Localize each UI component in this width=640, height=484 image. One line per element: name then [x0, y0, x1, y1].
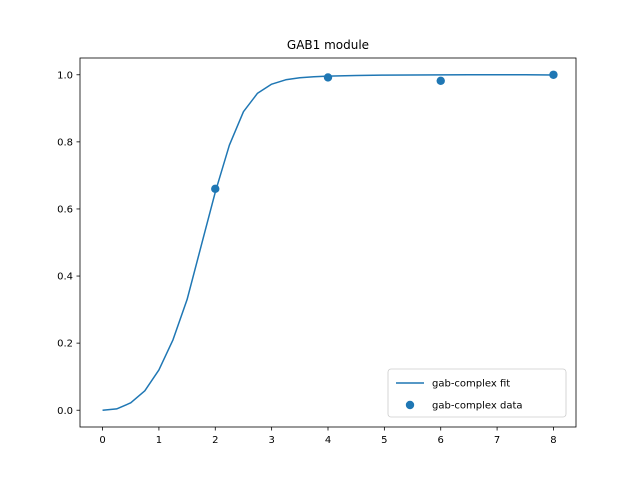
x-tick-label: 8 — [550, 435, 556, 446]
x-tick-label: 0 — [99, 435, 105, 446]
x-tick-label: 2 — [212, 435, 218, 446]
chart-title: GAB1 module — [287, 38, 369, 52]
series-line-0 — [102, 74, 554, 411]
legend: gab-complex fit gab-complex data — [387, 368, 567, 418]
legend-marker-swatch — [405, 400, 415, 410]
y-tick-label: 0.2 — [57, 339, 73, 350]
x-tick-label: 5 — [381, 435, 387, 446]
plot-area — [102, 70, 558, 411]
x-tick-label: 6 — [438, 435, 444, 446]
x-tick-label: 3 — [268, 435, 274, 446]
legend-box — [387, 368, 567, 418]
data-point — [323, 73, 333, 82]
legend-label: gab-complex fit — [432, 379, 510, 390]
data-point — [549, 70, 558, 79]
x-tick-label: 7 — [494, 435, 500, 446]
data-point — [436, 76, 445, 86]
y-tick-label: 1.0 — [57, 70, 73, 81]
x-tick-label: 1 — [156, 435, 162, 446]
legend-label: gab-complex data — [432, 401, 523, 412]
y-tick-label: 0.8 — [57, 137, 73, 148]
y-tick-label: 0.6 — [57, 205, 73, 216]
x-tick-label: 4 — [325, 435, 331, 446]
y-tick-label: 0.0 — [57, 406, 73, 417]
y-tick-label: 0.4 — [57, 272, 73, 283]
data-point — [211, 184, 220, 194]
axes: 0 1 2 3 4 5 6 7 8 0.0 0.2 0.4 0.6 0.8 1.0 — [57, 57, 577, 446]
